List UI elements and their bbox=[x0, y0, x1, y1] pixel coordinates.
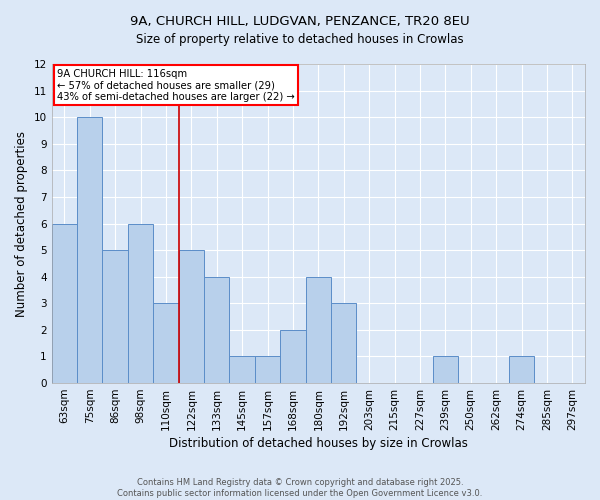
Bar bbox=[179, 250, 204, 383]
Bar bbox=[204, 276, 229, 383]
Text: 9A CHURCH HILL: 116sqm
← 57% of detached houses are smaller (29)
43% of semi-det: 9A CHURCH HILL: 116sqm ← 57% of detached… bbox=[57, 69, 295, 102]
Text: Size of property relative to detached houses in Crowlas: Size of property relative to detached ho… bbox=[136, 32, 464, 46]
Bar bbox=[128, 224, 153, 383]
Bar bbox=[280, 330, 305, 383]
Bar bbox=[103, 250, 128, 383]
Bar bbox=[153, 304, 179, 383]
Bar bbox=[509, 356, 534, 383]
Bar bbox=[52, 224, 77, 383]
Bar bbox=[77, 117, 103, 383]
Text: Contains HM Land Registry data © Crown copyright and database right 2025.
Contai: Contains HM Land Registry data © Crown c… bbox=[118, 478, 482, 498]
Bar bbox=[255, 356, 280, 383]
Bar bbox=[433, 356, 458, 383]
X-axis label: Distribution of detached houses by size in Crowlas: Distribution of detached houses by size … bbox=[169, 437, 468, 450]
Bar bbox=[331, 304, 356, 383]
Bar bbox=[305, 276, 331, 383]
Bar bbox=[229, 356, 255, 383]
Y-axis label: Number of detached properties: Number of detached properties bbox=[15, 130, 28, 316]
Text: 9A, CHURCH HILL, LUDGVAN, PENZANCE, TR20 8EU: 9A, CHURCH HILL, LUDGVAN, PENZANCE, TR20… bbox=[130, 15, 470, 28]
